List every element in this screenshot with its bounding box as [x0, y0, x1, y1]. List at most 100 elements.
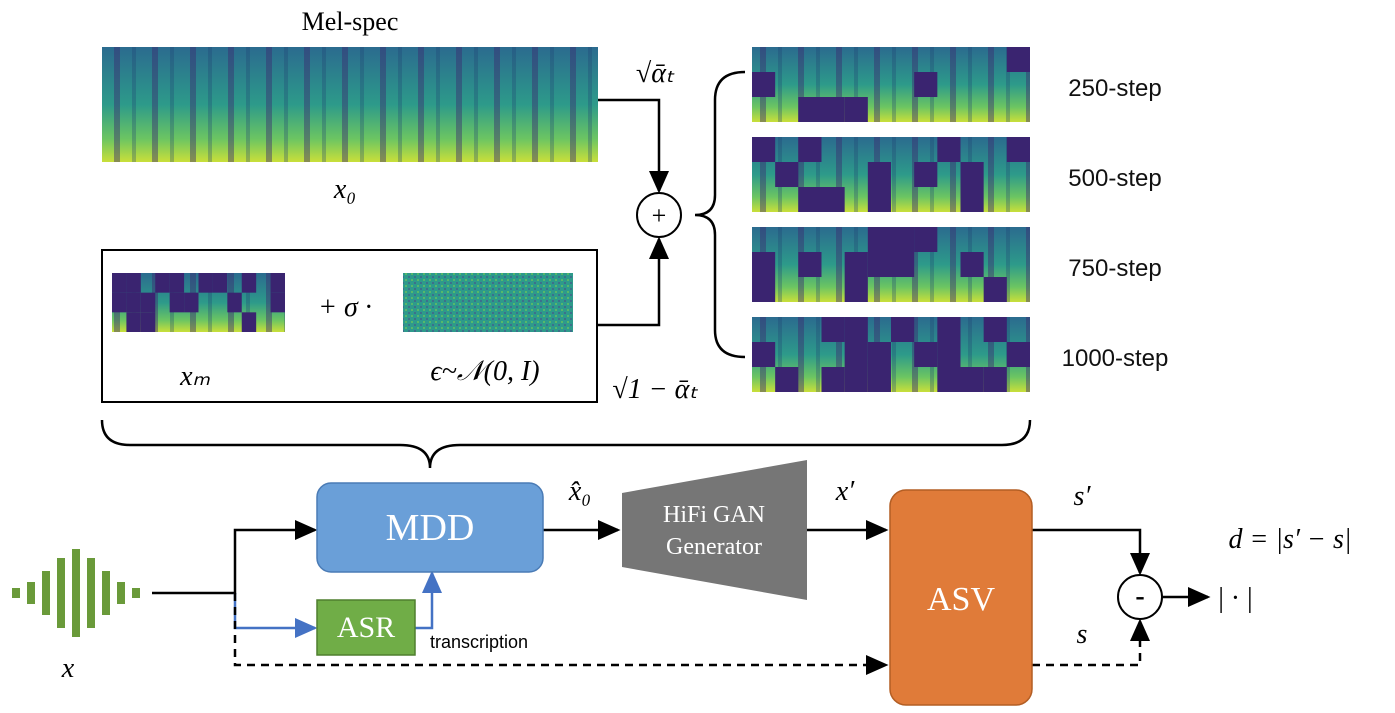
mask-block [937, 317, 961, 342]
wave-bar [87, 558, 95, 628]
hifi-box [622, 460, 807, 600]
arrow [233, 593, 318, 638]
s-label: s [1077, 619, 1088, 650]
mask-block [821, 367, 845, 392]
mask-block [1006, 47, 1030, 72]
brace [694, 70, 746, 359]
hifi-label: HiFi GAN [663, 502, 765, 528]
distance-label: d = |s′ − s| [1228, 524, 1351, 555]
diff-node [1117, 574, 1163, 620]
mask-block [844, 97, 868, 122]
step-label: 250-step [1068, 75, 1161, 102]
mask-block [270, 292, 285, 313]
mask-block [891, 227, 915, 252]
mask-block [198, 273, 213, 293]
mask-block [844, 342, 868, 367]
asr-box [316, 599, 416, 656]
mask-block [867, 227, 891, 252]
step-label: 500-step [1068, 165, 1161, 192]
mask-block [140, 292, 156, 313]
mask-block [169, 273, 185, 293]
mask-block [937, 342, 961, 367]
spectrogram-texture [752, 47, 1030, 122]
mask-block [960, 162, 984, 187]
mask-block [844, 317, 868, 342]
mask-block [960, 367, 984, 392]
arrow [415, 570, 442, 630]
mask-block [169, 292, 185, 313]
wave-bar [102, 571, 110, 615]
mask-block [891, 252, 915, 277]
wave-bar [12, 588, 20, 598]
mask-block [937, 367, 961, 392]
mask-block [155, 273, 170, 293]
mask-block [983, 317, 1007, 342]
mask-block [775, 162, 799, 187]
sprime-label: s′ [1073, 481, 1091, 512]
sum-node [636, 192, 682, 238]
mel-label: Mel-spec [302, 7, 399, 36]
mask-block [140, 312, 156, 332]
mask-block [821, 317, 845, 342]
transcription-label: transcription [430, 632, 528, 652]
mask-block [1006, 137, 1030, 162]
mask-block [227, 292, 242, 313]
mdd-label: MDD [386, 507, 475, 549]
arrow [598, 98, 669, 194]
arrow [233, 593, 889, 675]
mask-block [241, 312, 257, 332]
arrow [1032, 528, 1150, 576]
mask-block [184, 292, 199, 313]
arrow [597, 236, 669, 327]
sigma-label: + σ · [318, 292, 372, 323]
mask-block [891, 317, 915, 342]
mask-block [752, 137, 776, 162]
mask-block [212, 273, 228, 293]
mask-block [126, 292, 141, 313]
mask-block [821, 97, 845, 122]
mask-block [126, 273, 141, 293]
mask-block [241, 273, 257, 293]
noise [403, 273, 573, 332]
plus: + [652, 201, 667, 230]
xhat-label: x̂₀ [568, 476, 591, 507]
asr-label: ASR [337, 611, 395, 644]
mask-block [960, 252, 984, 277]
mask-block [798, 137, 822, 162]
mask-block [112, 292, 127, 313]
mask-block [798, 187, 822, 212]
mask-block [844, 367, 868, 392]
mask-block [867, 367, 891, 392]
mask-block [844, 277, 868, 302]
mask-block [914, 227, 938, 252]
abs-label: | · | [1217, 583, 1253, 614]
spectrogram-texture [102, 47, 598, 162]
mask-block [752, 342, 776, 367]
x0-label: x₀ [333, 174, 356, 205]
mask-block [752, 277, 776, 302]
wave-bar [42, 571, 50, 615]
wave-bar [72, 549, 80, 637]
mask-block [937, 137, 961, 162]
mask-block [270, 273, 285, 293]
wave-bar [117, 582, 125, 604]
epsilon-label: ϵ~𝒩(0, I) [430, 356, 539, 387]
wave-bar [132, 588, 140, 598]
mask-block [821, 187, 845, 212]
mask-block [126, 312, 141, 332]
mask-block [798, 252, 822, 277]
mask-block [752, 72, 776, 97]
xm-label: xₘ [179, 361, 210, 392]
mask-block [867, 252, 891, 277]
step-label: 1000-step [1062, 345, 1169, 372]
asv-box [889, 489, 1033, 706]
brace [100, 419, 1032, 469]
mask-block [112, 273, 127, 293]
xprime-label: x′ [835, 476, 855, 507]
mask-block [960, 187, 984, 212]
mask-block [1006, 342, 1030, 367]
wave-bar [57, 558, 65, 628]
wave-bar [27, 582, 35, 604]
mask-block [983, 367, 1007, 392]
